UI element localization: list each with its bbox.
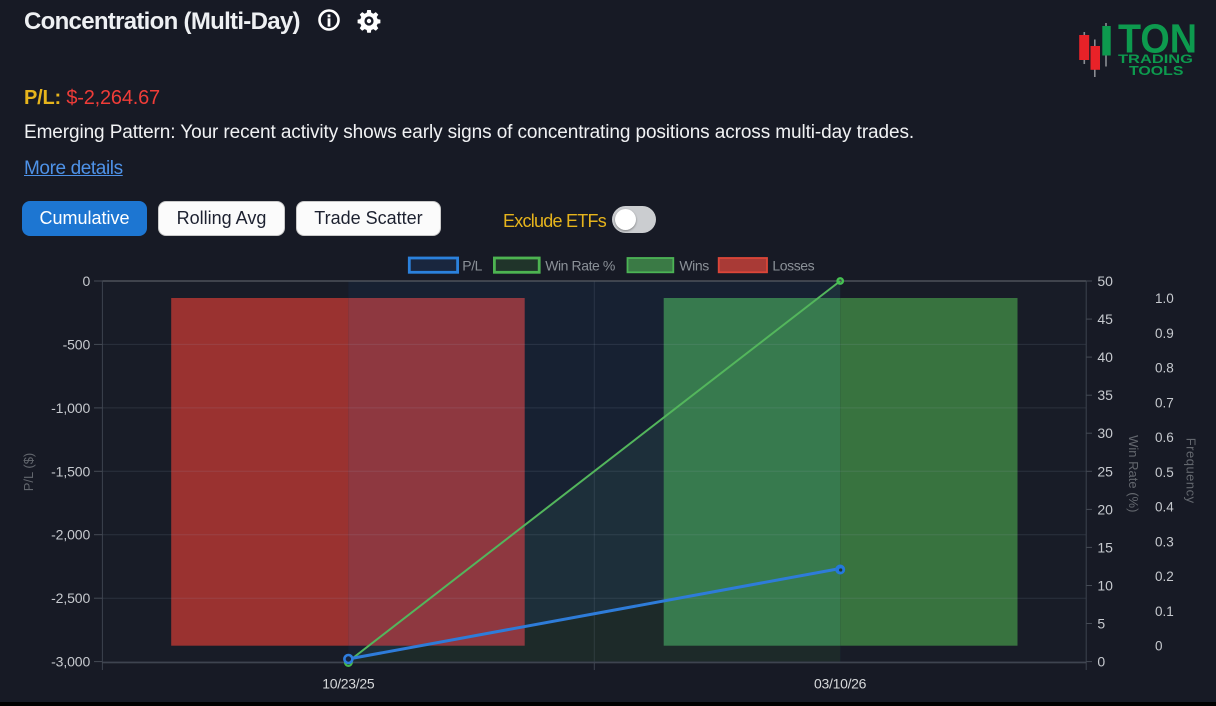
svg-text:Wins: Wins bbox=[679, 258, 709, 274]
svg-text:TOOLS: TOOLS bbox=[1129, 63, 1184, 78]
svg-text:5: 5 bbox=[1097, 616, 1105, 632]
svg-text:15: 15 bbox=[1097, 539, 1113, 555]
svg-text:Losses: Losses bbox=[772, 258, 814, 274]
svg-text:P/L ($): P/L ($) bbox=[21, 453, 36, 492]
svg-text:TON: TON bbox=[1118, 15, 1197, 61]
svg-text:-1,000: -1,000 bbox=[51, 400, 90, 416]
svg-text:0.3: 0.3 bbox=[1155, 534, 1174, 549]
svg-text:50: 50 bbox=[1097, 273, 1113, 289]
svg-text:1.0: 1.0 bbox=[1155, 291, 1174, 306]
svg-text:0.2: 0.2 bbox=[1155, 569, 1174, 584]
svg-text:-2,500: -2,500 bbox=[51, 590, 90, 606]
svg-text:0.1: 0.1 bbox=[1155, 604, 1174, 619]
svg-text:10: 10 bbox=[1097, 578, 1113, 594]
svg-text:0.9: 0.9 bbox=[1155, 326, 1174, 341]
svg-text:-2,000: -2,000 bbox=[51, 527, 90, 543]
svg-text:45: 45 bbox=[1097, 311, 1113, 327]
svg-text:0.5: 0.5 bbox=[1155, 465, 1174, 480]
svg-text:Win Rate (%): Win Rate (%) bbox=[1126, 435, 1141, 512]
svg-text:30: 30 bbox=[1097, 425, 1113, 441]
svg-text:40: 40 bbox=[1097, 349, 1113, 365]
svg-text:-500: -500 bbox=[63, 336, 91, 352]
svg-text:0: 0 bbox=[1155, 639, 1163, 654]
svg-text:35: 35 bbox=[1097, 387, 1113, 403]
svg-text:0.8: 0.8 bbox=[1155, 361, 1174, 376]
svg-text:25: 25 bbox=[1097, 463, 1113, 479]
svg-text:-1,500: -1,500 bbox=[51, 463, 90, 479]
svg-text:10/23/25: 10/23/25 bbox=[322, 676, 375, 692]
svg-text:20: 20 bbox=[1097, 501, 1113, 517]
svg-text:03/10/26: 03/10/26 bbox=[814, 676, 867, 692]
svg-text:0.4: 0.4 bbox=[1155, 500, 1174, 515]
svg-text:Win Rate %: Win Rate % bbox=[545, 258, 615, 274]
svg-text:0.6: 0.6 bbox=[1155, 430, 1174, 445]
svg-text:0: 0 bbox=[1097, 654, 1105, 670]
svg-text:0.7: 0.7 bbox=[1155, 395, 1174, 410]
svg-text:TRADING: TRADING bbox=[1118, 54, 1193, 66]
svg-text:-3,000: -3,000 bbox=[51, 654, 90, 670]
svg-text:0: 0 bbox=[83, 273, 91, 289]
svg-text:Frequency: Frequency bbox=[1184, 438, 1199, 504]
svg-text:P/L: P/L bbox=[462, 258, 482, 274]
